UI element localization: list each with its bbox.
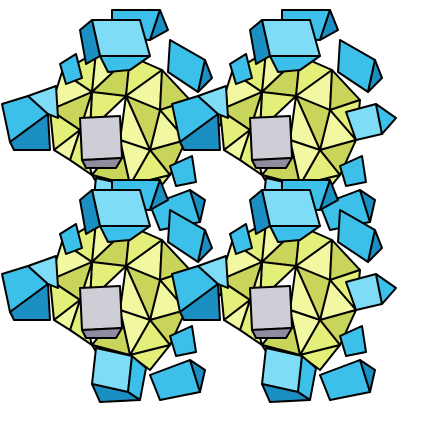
honeycomb-units	[1, 9, 397, 403]
square-face	[79, 285, 123, 331]
square-face-edge	[81, 157, 123, 169]
prism-face	[197, 59, 213, 93]
ball-facet	[223, 299, 251, 331]
prism-face	[339, 155, 367, 187]
prism-face	[149, 179, 169, 211]
cluster-top-right	[171, 9, 397, 233]
prism-face	[339, 325, 367, 357]
prism-face	[269, 55, 321, 73]
prism-face	[319, 9, 339, 41]
square-face-edge	[251, 327, 293, 339]
prism-face	[359, 359, 376, 393]
prism-face	[169, 325, 197, 357]
cluster-bottom-right	[171, 179, 397, 403]
prism-face	[59, 223, 83, 255]
prism-face	[261, 19, 321, 57]
prism-face	[197, 229, 213, 263]
prism-face	[375, 273, 397, 305]
prism-face	[79, 19, 101, 65]
prism-face	[99, 55, 151, 73]
prism-face	[91, 19, 151, 57]
prism-face	[229, 223, 253, 255]
prism-face	[197, 85, 229, 119]
prism-face	[27, 255, 59, 289]
ball-facet	[53, 129, 81, 161]
prism-face	[367, 229, 383, 263]
prism-face	[179, 283, 221, 321]
prism-face	[149, 9, 169, 41]
prism-face	[179, 113, 221, 151]
prism-face	[197, 255, 229, 289]
prism-face	[319, 179, 339, 211]
prism-face	[169, 155, 197, 187]
prism-face	[189, 189, 206, 223]
prism-face	[79, 189, 101, 235]
square-face-edge	[251, 157, 293, 169]
prism-face	[375, 103, 397, 135]
prism-face	[269, 225, 321, 243]
prism-face	[9, 113, 51, 151]
prism-face	[91, 189, 151, 227]
prism-face	[229, 53, 253, 85]
prism-face	[249, 19, 271, 65]
square-face	[249, 115, 293, 161]
prism-face	[359, 189, 376, 223]
square-face	[249, 285, 293, 331]
prism-face	[27, 85, 59, 119]
square-face-edge	[81, 327, 123, 339]
prism-face	[99, 225, 151, 243]
square-face	[79, 115, 123, 161]
prism-face	[59, 53, 83, 85]
prism-face	[261, 189, 321, 227]
cluster-bottom-left	[1, 179, 227, 403]
prism-face	[367, 59, 383, 93]
ball-facet	[53, 299, 81, 331]
prism-face	[91, 383, 141, 403]
ball-facet	[223, 129, 251, 161]
prism-face	[249, 189, 271, 235]
prism-face	[189, 359, 206, 393]
prism-face	[9, 283, 51, 321]
prism-face	[261, 383, 311, 403]
